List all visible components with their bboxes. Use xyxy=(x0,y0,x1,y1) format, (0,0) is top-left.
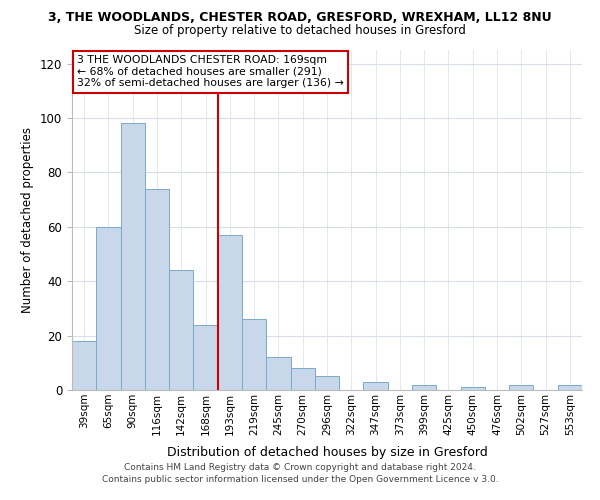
Bar xyxy=(121,124,145,390)
Bar xyxy=(218,235,242,390)
Bar xyxy=(266,358,290,390)
Bar xyxy=(558,384,582,390)
Text: Contains HM Land Registry data © Crown copyright and database right 2024.: Contains HM Land Registry data © Crown c… xyxy=(124,464,476,472)
Bar xyxy=(145,188,169,390)
Y-axis label: Number of detached properties: Number of detached properties xyxy=(22,127,34,313)
Text: Size of property relative to detached houses in Gresford: Size of property relative to detached ho… xyxy=(134,24,466,37)
Bar xyxy=(169,270,193,390)
Bar xyxy=(364,382,388,390)
Bar xyxy=(193,324,218,390)
Bar xyxy=(72,341,96,390)
Bar xyxy=(96,227,121,390)
Text: 3 THE WOODLANDS CHESTER ROAD: 169sqm
← 68% of detached houses are smaller (291)
: 3 THE WOODLANDS CHESTER ROAD: 169sqm ← 6… xyxy=(77,55,344,88)
Bar xyxy=(412,384,436,390)
Bar xyxy=(461,388,485,390)
Text: Contains public sector information licensed under the Open Government Licence v : Contains public sector information licen… xyxy=(101,475,499,484)
Bar xyxy=(290,368,315,390)
Bar xyxy=(509,384,533,390)
Bar xyxy=(315,376,339,390)
Bar xyxy=(242,320,266,390)
X-axis label: Distribution of detached houses by size in Gresford: Distribution of detached houses by size … xyxy=(167,446,487,459)
Text: 3, THE WOODLANDS, CHESTER ROAD, GRESFORD, WREXHAM, LL12 8NU: 3, THE WOODLANDS, CHESTER ROAD, GRESFORD… xyxy=(48,11,552,24)
